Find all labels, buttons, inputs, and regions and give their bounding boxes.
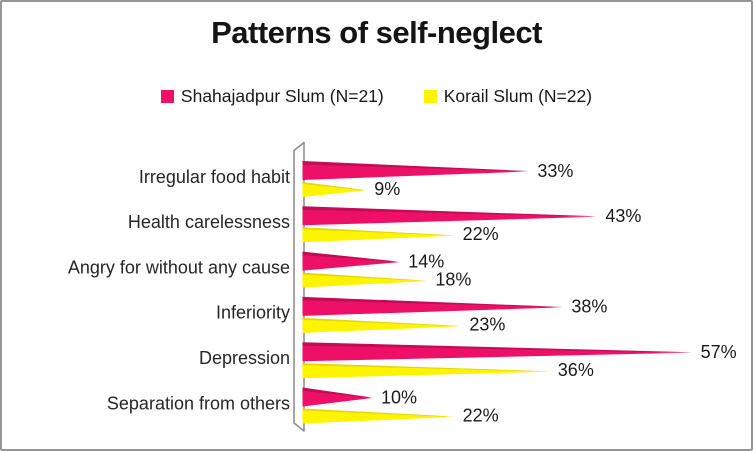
legend-item-korail: Korail Slum (N=22) — [423, 86, 593, 107]
category-label: Health carelessness — [128, 212, 290, 232]
legend-item-shahajadpur: Shahajadpur Slum (N=21) — [160, 86, 384, 107]
chart-title: Patterns of self-neglect — [211, 15, 542, 50]
bar-korail — [302, 229, 454, 243]
data-label-shahajadpur: 38% — [571, 297, 607, 317]
data-label-korail: 22% — [463, 224, 499, 244]
bar-shahajadpur — [302, 164, 529, 180]
data-label-shahajadpur: 43% — [605, 206, 641, 226]
data-label-korail: 9% — [374, 179, 400, 199]
legend-swatch-korail-icon — [423, 90, 437, 103]
category-label: Depression — [199, 348, 290, 368]
bar-korail — [302, 365, 549, 379]
data-label-shahajadpur: 33% — [537, 161, 573, 181]
data-label-shahajadpur: 57% — [701, 342, 737, 362]
y-axis-wall — [293, 141, 305, 432]
data-label-shahajadpur: 14% — [408, 251, 444, 271]
bar-shahajadpur — [302, 391, 372, 407]
bar-shahajadpur — [302, 209, 597, 226]
bar-korail — [302, 274, 427, 288]
legend-swatch-shahajadpur-icon — [160, 90, 174, 103]
legend-label-korail: Korail Slum (N=22) — [443, 86, 593, 106]
bar-shahajadpur — [302, 300, 563, 316]
bar-korail — [302, 410, 454, 424]
data-label-korail: 18% — [435, 269, 471, 289]
data-label-korail: 23% — [469, 315, 505, 335]
data-label-korail: 36% — [558, 360, 594, 380]
category-label: Inferiority — [216, 303, 290, 323]
category-label: Irregular food habit — [139, 167, 290, 187]
bar-shahajadpur — [302, 255, 400, 271]
bar-korail — [302, 184, 366, 197]
bar-shahajadpur — [302, 345, 692, 362]
legend: Shahajadpur Slum (N=21) Korail Slum (N=2… — [2, 86, 751, 107]
category-label: Angry for without any cause — [68, 257, 290, 277]
data-label-shahajadpur: 10% — [381, 387, 417, 407]
bar-korail — [302, 319, 461, 333]
data-label-korail: 22% — [463, 405, 499, 425]
category-label: Separation from others — [107, 393, 290, 413]
legend-label-shahajadpur: Shahajadpur Slum (N=21) — [180, 86, 384, 106]
